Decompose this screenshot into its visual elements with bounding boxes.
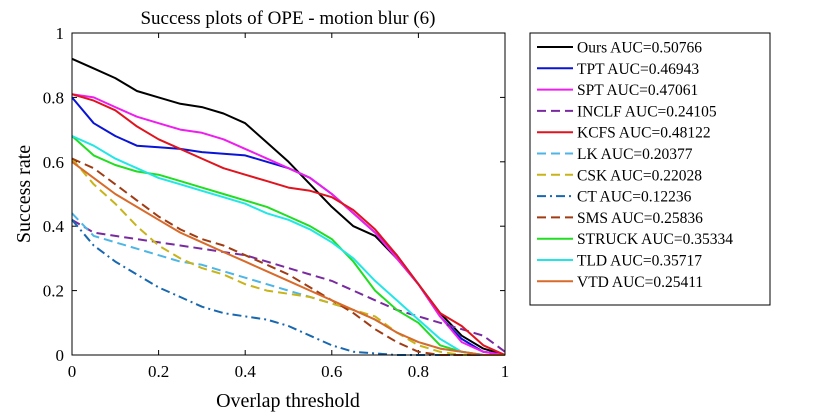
legend-label-kcfs: KCFS AUC=0.48122 <box>577 125 711 142</box>
series-line-sms <box>71 157 505 356</box>
y-tick-label: 0.2 <box>43 282 64 301</box>
y-tick-label: 1 <box>56 24 65 43</box>
legend-label-csk: CSK AUC=0.22028 <box>577 167 702 184</box>
series-line-tld <box>71 135 505 356</box>
series-line-struck <box>71 135 505 356</box>
legend-label-ct: CT AUC=0.12236 <box>577 189 692 206</box>
legend-label-inclf: INCLF AUC=0.24105 <box>577 103 717 120</box>
legend-label-tpt: TPT AUC=0.46943 <box>577 61 699 78</box>
y-tick-label: 0.6 <box>43 153 64 172</box>
legend-label-struck: STRUCK AUC=0.35334 <box>577 231 733 248</box>
x-axis-label: Overlap threshold <box>216 390 360 412</box>
series-lines <box>71 57 506 356</box>
legend-label-tld: TLD AUC=0.35717 <box>577 253 702 270</box>
series-line-inclf <box>71 218 506 353</box>
legend-label-sms: SMS AUC=0.25836 <box>577 210 703 227</box>
series-line-vtd <box>71 160 505 356</box>
series-line-lk <box>71 212 505 356</box>
x-tick-label: 0.2 <box>148 362 169 381</box>
chart-title: Success plots of OPE - motion blur (6) <box>140 8 435 29</box>
series-line-ct <box>71 219 505 356</box>
y-tick-label: 0.4 <box>43 217 65 236</box>
legend-label-spt: SPT AUC=0.47061 <box>577 82 698 99</box>
series-line-spt <box>71 93 506 356</box>
x-tick-label: 0.4 <box>235 362 257 381</box>
x-tick-label: 0.8 <box>408 362 429 381</box>
legend-label-lk: LK AUC=0.20377 <box>577 146 693 163</box>
legend: Ours AUC=0.50766 TPT AUC=0.46943 SPT AUC=0… <box>529 32 771 306</box>
plot-frame <box>71 32 506 356</box>
axis-ticks: 0 0.2 0.4 0.6 0.8 1 0 0.2 0.4 0.6 0.8 1 <box>43 24 510 381</box>
y-axis-label: Success rate <box>13 145 35 243</box>
x-tick-label: 0 <box>68 362 77 381</box>
y-tick-label: 0 <box>56 346 65 365</box>
legend-label-ours: Ours AUC=0.50766 <box>577 40 702 57</box>
legend-label-vtd: VTD AUC=0.25411 <box>577 274 703 291</box>
x-tick-label: 0.6 <box>321 362 342 381</box>
y-tick-label: 0.8 <box>43 88 64 107</box>
series-line-csk <box>71 157 505 356</box>
x-tick-label: 1 <box>501 362 510 381</box>
series-line-kcfs <box>71 93 506 356</box>
